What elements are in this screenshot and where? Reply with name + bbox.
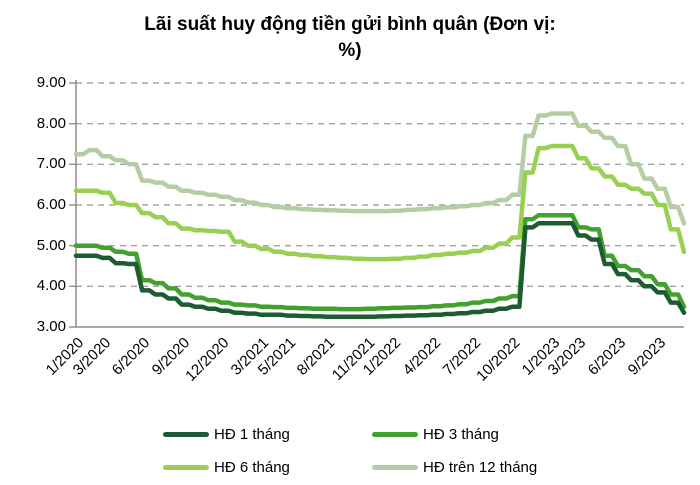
series-line-1: [73, 221, 687, 320]
y-axis-label: 7.00: [36, 155, 66, 173]
chart-title: Lãi suất huy động tiền gửi bình quân (Đơ…: [40, 12, 660, 63]
series-line-2: [73, 212, 687, 312]
y-axis-label: 9.00: [36, 74, 66, 91]
y-axis-label: 4.00: [36, 277, 66, 295]
y-axis-label: 3.00: [36, 318, 66, 335]
y-axis-label: 8.00: [36, 114, 66, 132]
series-line-3: [73, 143, 687, 262]
y-axis-label: 5.00: [36, 236, 66, 254]
series-line-4: [73, 111, 687, 226]
y-axis-label: 6.00: [36, 196, 66, 213]
chart-title-line-2: %): [338, 39, 362, 61]
chart-title-line-1: Lãi suất huy động tiền gửi bình quân (Đơ…: [144, 14, 556, 35]
